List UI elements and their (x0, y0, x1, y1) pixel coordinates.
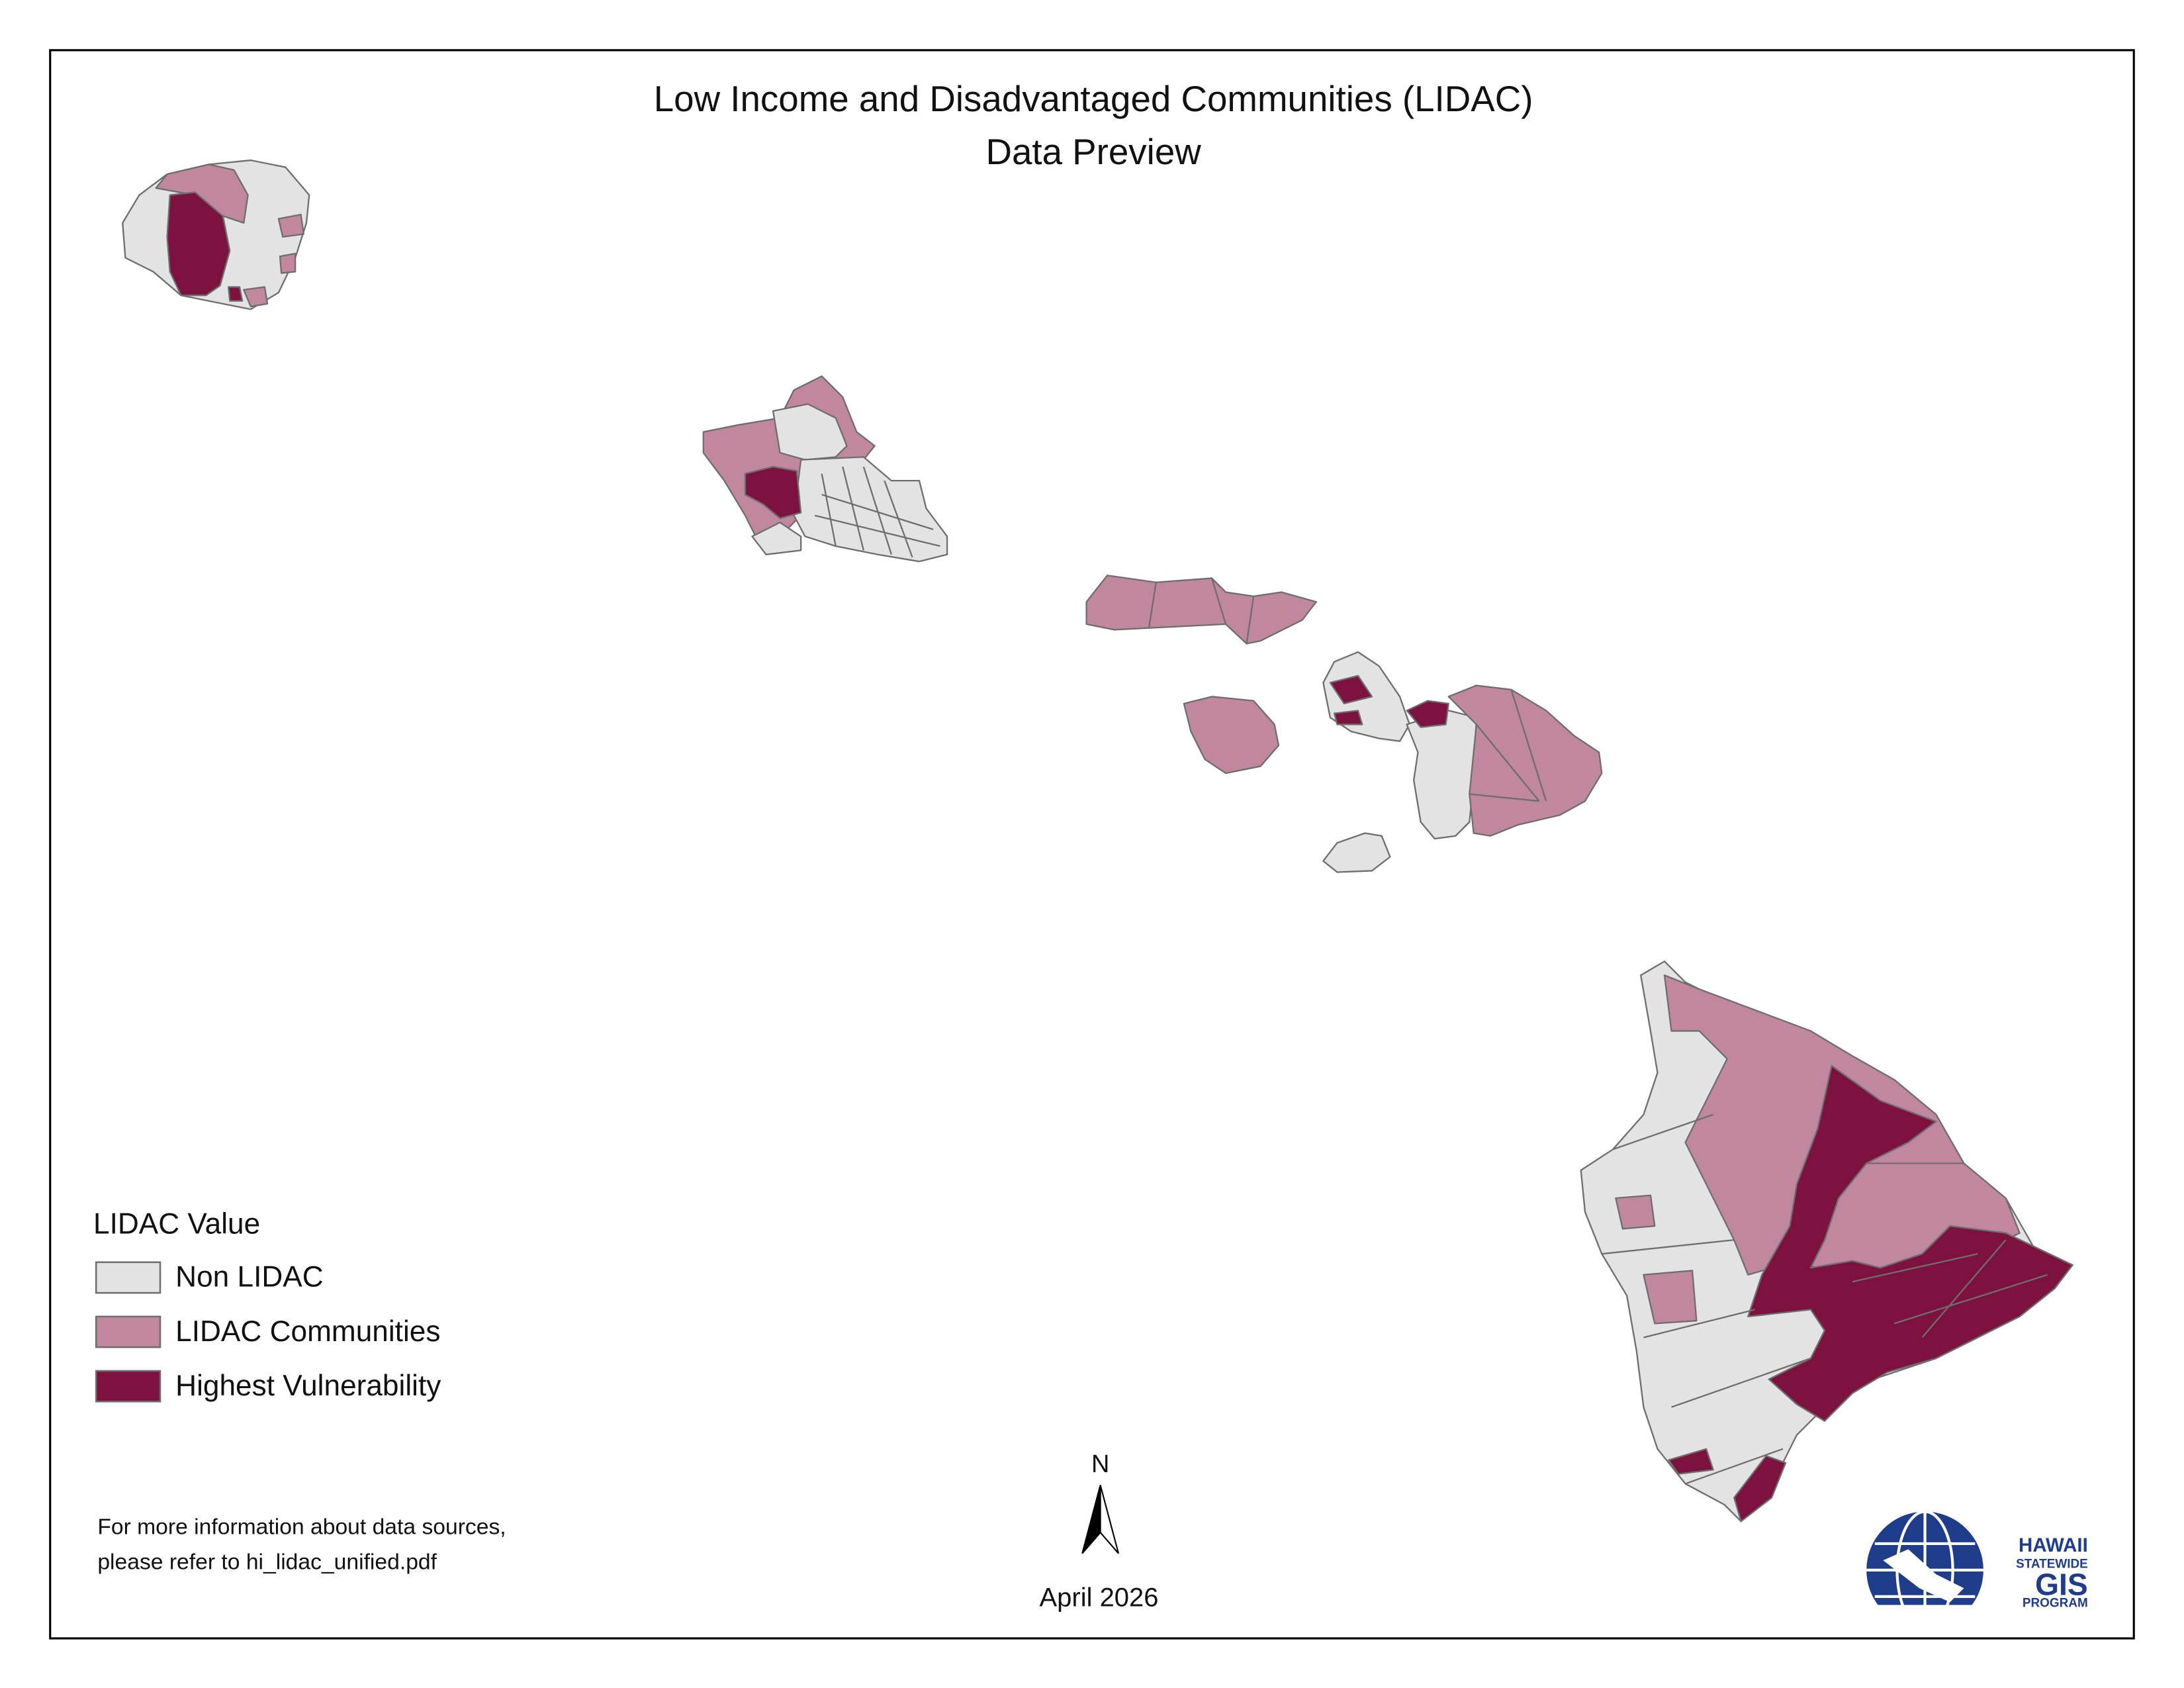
arrow-right (1099, 1485, 1120, 1554)
maui-east (1447, 684, 1603, 837)
oahu-tracts (814, 466, 940, 558)
note-line: please refer to hi_lidac_unified.pdf (97, 1550, 437, 1574)
hawaii-lidac (1615, 1194, 1698, 1325)
north-arrow: N (1081, 1450, 1120, 1554)
legend-items: Non LIDAC LIDAC Communities Highest Vulner… (95, 1261, 441, 1403)
molokai (1085, 575, 1317, 645)
oahu (772, 403, 848, 461)
gis-logo: HAWAII STATEWIDE GIS PROGRAM (1866, 1510, 2088, 1610)
kauai-high (227, 286, 244, 302)
logo-globe (1866, 1510, 1983, 1605)
legend: LIDAC Value Non LIDAC LIDAC Communities Hi… (93, 1208, 441, 1403)
logo-text: HAWAII (2019, 1534, 2088, 1556)
maui-high (1406, 700, 1449, 728)
hawaii-high (1668, 1448, 1787, 1523)
legend-label: Highest Vulnerability (175, 1370, 441, 1402)
legend-title: LIDAC Value (93, 1208, 260, 1241)
map-title: Low Income and Disadvantaged Communities… (654, 78, 1533, 119)
legend-swatch (95, 1370, 161, 1403)
oahu-high (744, 465, 802, 520)
kahoolawe (1322, 832, 1391, 873)
molokai-tracts (1148, 578, 1255, 644)
kauai-lidac (243, 213, 304, 308)
logo-text: PROGRAM (2023, 1596, 2088, 1610)
islands (122, 159, 2073, 1523)
lanai (1183, 696, 1280, 774)
maui-high (1329, 675, 1373, 726)
oahu (751, 522, 802, 555)
logo-text: STATEWIDE (2016, 1557, 2088, 1571)
maui-tracts (1469, 689, 1547, 802)
hawaii-high (1747, 1064, 2073, 1422)
legend-label: LIDAC Communities (175, 1315, 440, 1348)
legend-swatch (95, 1261, 161, 1294)
north-label: N (1091, 1450, 1109, 1478)
legend-swatch (95, 1315, 161, 1348)
legend-label: Non LIDAC (175, 1261, 323, 1293)
map-subtitle: Data Preview (985, 131, 1201, 172)
kauai-high (166, 191, 231, 297)
hawaii-tracts (1602, 1113, 2048, 1485)
logo-text: GIS (2035, 1567, 2088, 1601)
map-date: April 2026 (1040, 1583, 1159, 1613)
note-line: For more information about data sources, (97, 1515, 506, 1540)
